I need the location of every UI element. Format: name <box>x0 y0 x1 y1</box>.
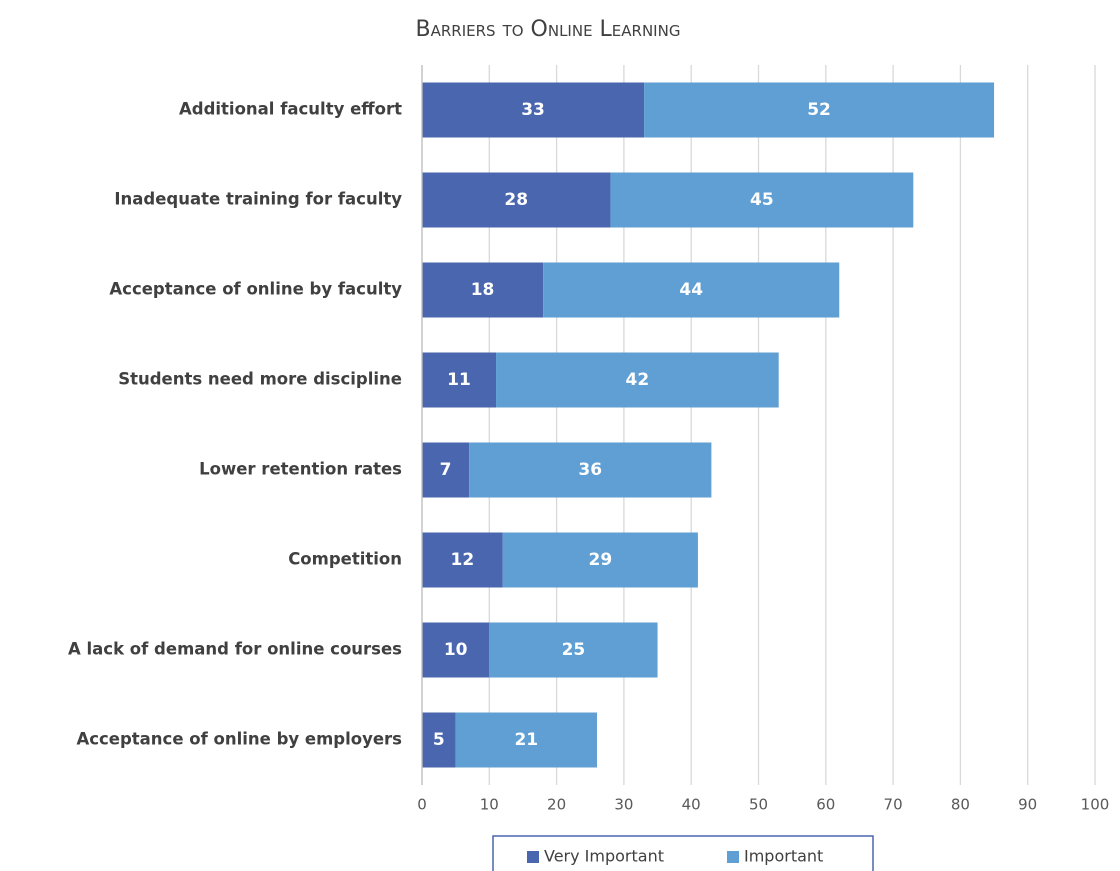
x-tick-label: 100 <box>1081 796 1110 814</box>
x-tick-label: 50 <box>749 796 768 814</box>
x-tick-label: 40 <box>682 796 701 814</box>
bar-segment <box>422 622 490 678</box>
y-tick-label: Acceptance of online by employers <box>76 730 402 749</box>
data-label: 44 <box>679 280 703 300</box>
bar-segment <box>422 442 470 498</box>
chart-title: Barriers to Online Learning <box>416 17 681 42</box>
data-label: 25 <box>562 640 586 660</box>
x-tick-label: 10 <box>480 796 499 814</box>
data-label: 11 <box>447 370 471 390</box>
x-tick-label: 80 <box>951 796 970 814</box>
y-tick-label: Students need more discipline <box>118 370 402 389</box>
x-tick-label: 0 <box>417 796 427 814</box>
bar-segment <box>644 82 995 138</box>
bar-segment <box>469 442 712 498</box>
y-tick-label: Inadequate training for faculty <box>114 190 402 209</box>
legend-box <box>492 835 874 871</box>
bar-segment <box>543 262 840 318</box>
y-tick-label: Acceptance of online by faculty <box>109 280 402 299</box>
data-label: 28 <box>504 190 528 210</box>
data-label: 42 <box>626 370 650 390</box>
bar-segment <box>422 172 611 228</box>
bar-segment <box>455 712 597 768</box>
x-tick-label: 70 <box>884 796 903 814</box>
y-tick-label: A lack of demand for online courses <box>68 640 402 659</box>
data-label: 5 <box>433 730 445 750</box>
legend-swatch <box>527 851 539 863</box>
bar-segment <box>422 262 544 318</box>
bar-segment <box>496 352 779 408</box>
y-tick-label: Competition <box>288 550 402 569</box>
data-label: 21 <box>514 730 538 750</box>
bar-segment <box>502 532 698 588</box>
x-tick-label: 20 <box>547 796 566 814</box>
data-label: 33 <box>521 100 545 120</box>
data-label: 10 <box>444 640 468 660</box>
bar-segment <box>610 172 914 228</box>
data-label: 36 <box>578 460 602 480</box>
data-label: 29 <box>589 550 613 570</box>
legend-label: Important <box>744 847 823 866</box>
y-tick-label: Additional faculty effort <box>179 100 402 119</box>
data-label: 45 <box>750 190 774 210</box>
x-tick-label: 90 <box>1018 796 1037 814</box>
data-label: 7 <box>440 460 452 480</box>
y-tick-label: Lower retention rates <box>199 460 402 479</box>
legend-label: Very Important <box>544 847 664 866</box>
data-label: 12 <box>451 550 475 570</box>
data-label: 52 <box>807 100 831 120</box>
x-tick-label: 30 <box>614 796 633 814</box>
x-tick-label: 60 <box>816 796 835 814</box>
legend-swatch <box>727 851 739 863</box>
bar-segment <box>422 532 503 588</box>
bar-segment <box>422 712 456 768</box>
data-label: 18 <box>471 280 495 300</box>
bar-segment <box>489 622 658 678</box>
bar-segment <box>422 352 497 408</box>
bar-segment <box>422 82 645 138</box>
